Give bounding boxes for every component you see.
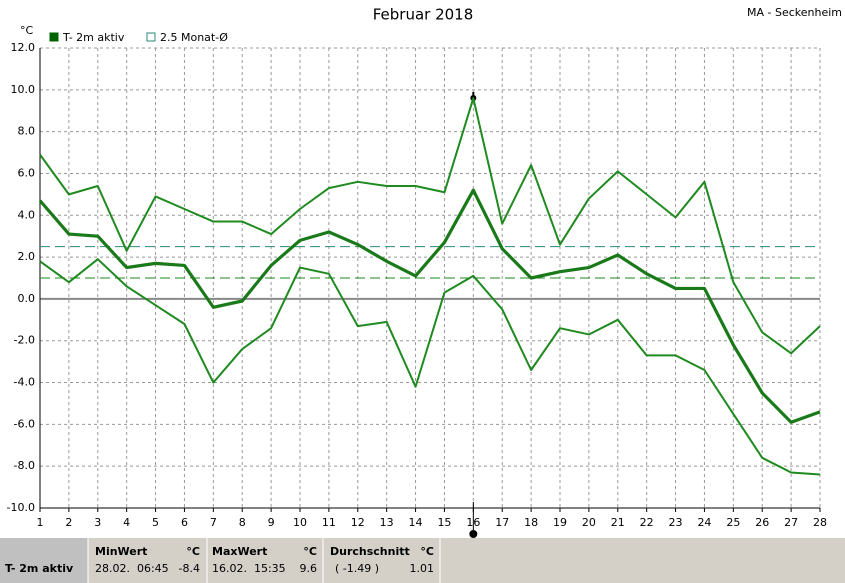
- x-tick-label: 2: [65, 516, 72, 529]
- stats-value: 9.6: [300, 562, 318, 575]
- stats-header: °C: [303, 545, 317, 558]
- y-tick-label: -8.0: [14, 459, 35, 472]
- y-unit: °C: [20, 24, 34, 37]
- y-tick-label: -6.0: [14, 417, 35, 430]
- x-tick-label: 3: [94, 516, 101, 529]
- x-tick-label: 28: [813, 516, 827, 529]
- stats-header: °C: [420, 545, 434, 558]
- x-tick-label: 5: [152, 516, 159, 529]
- x-tick-label: 21: [611, 516, 625, 529]
- station-name: MA - Seckenheim: [747, 6, 842, 19]
- y-tick-label: -2.0: [14, 334, 35, 347]
- x-tick-label: 13: [380, 516, 394, 529]
- x-tick-label: 19: [553, 516, 567, 529]
- legend-swatch: [146, 32, 156, 42]
- x-tick-label: 17: [495, 516, 509, 529]
- y-tick-label: 0.0: [18, 292, 36, 305]
- legend-swatch: [49, 32, 59, 42]
- y-tick-label: 8.0: [18, 125, 36, 138]
- x-tick-label: 6: [181, 516, 188, 529]
- x-tick-label: 15: [437, 516, 451, 529]
- x-tick-label: 7: [210, 516, 217, 529]
- chart-title: Februar 2018: [373, 6, 474, 24]
- temperature-line: [38, 188, 821, 424]
- stats-value: 16.02. 15:35: [212, 562, 286, 575]
- y-tick-label: 6.0: [18, 166, 36, 179]
- day-marker-bottom: [469, 530, 478, 538]
- x-tick-label: 22: [640, 516, 654, 529]
- x-tick-label: 25: [726, 516, 740, 529]
- x-tick-label: 18: [524, 516, 538, 529]
- y-tick-label: 4.0: [18, 208, 36, 221]
- y-tick-label: -4.0: [14, 376, 35, 389]
- stats-value: -8.4: [179, 562, 200, 575]
- x-tick-label: 20: [582, 516, 596, 529]
- stats-header: MinWert: [95, 545, 147, 558]
- y-tick-label: -10.0: [7, 501, 35, 514]
- legend-label: T- 2m aktiv: [62, 31, 125, 44]
- temperature-line: [39, 97, 821, 355]
- stats-panel: [0, 538, 845, 583]
- stats-label: T- 2m aktiv: [5, 562, 74, 575]
- x-tick-label: 9: [268, 516, 275, 529]
- stats-value: ( -1.49 ): [335, 562, 379, 575]
- x-tick-label: 8: [239, 516, 246, 529]
- y-tick-label: 12.0: [11, 41, 36, 54]
- legend-label: 2.5 Monat-Ø: [160, 31, 228, 44]
- x-tick-label: 24: [697, 516, 711, 529]
- stats-value: 1.01: [410, 562, 435, 575]
- x-tick-label: 11: [322, 516, 336, 529]
- stats-header: MaxWert: [212, 545, 267, 558]
- x-tick-label: 4: [123, 516, 130, 529]
- stats-label-cell: [0, 538, 88, 583]
- y-tick-label: 10.0: [11, 83, 36, 96]
- stats-header: °C: [186, 545, 200, 558]
- x-tick-label: 27: [784, 516, 798, 529]
- stats-header: Durchschnitt: [330, 545, 410, 558]
- x-tick-label: 1: [37, 516, 44, 529]
- x-tick-label: 12: [351, 516, 365, 529]
- x-tick-label: 26: [755, 516, 769, 529]
- x-tick-label: 23: [669, 516, 683, 529]
- x-tick-label: 14: [409, 516, 423, 529]
- x-tick-label: 10: [293, 516, 307, 529]
- temperature-line: [39, 258, 821, 476]
- y-tick-label: 2.0: [18, 250, 36, 263]
- stats-value: 28.02. 06:45: [95, 562, 169, 575]
